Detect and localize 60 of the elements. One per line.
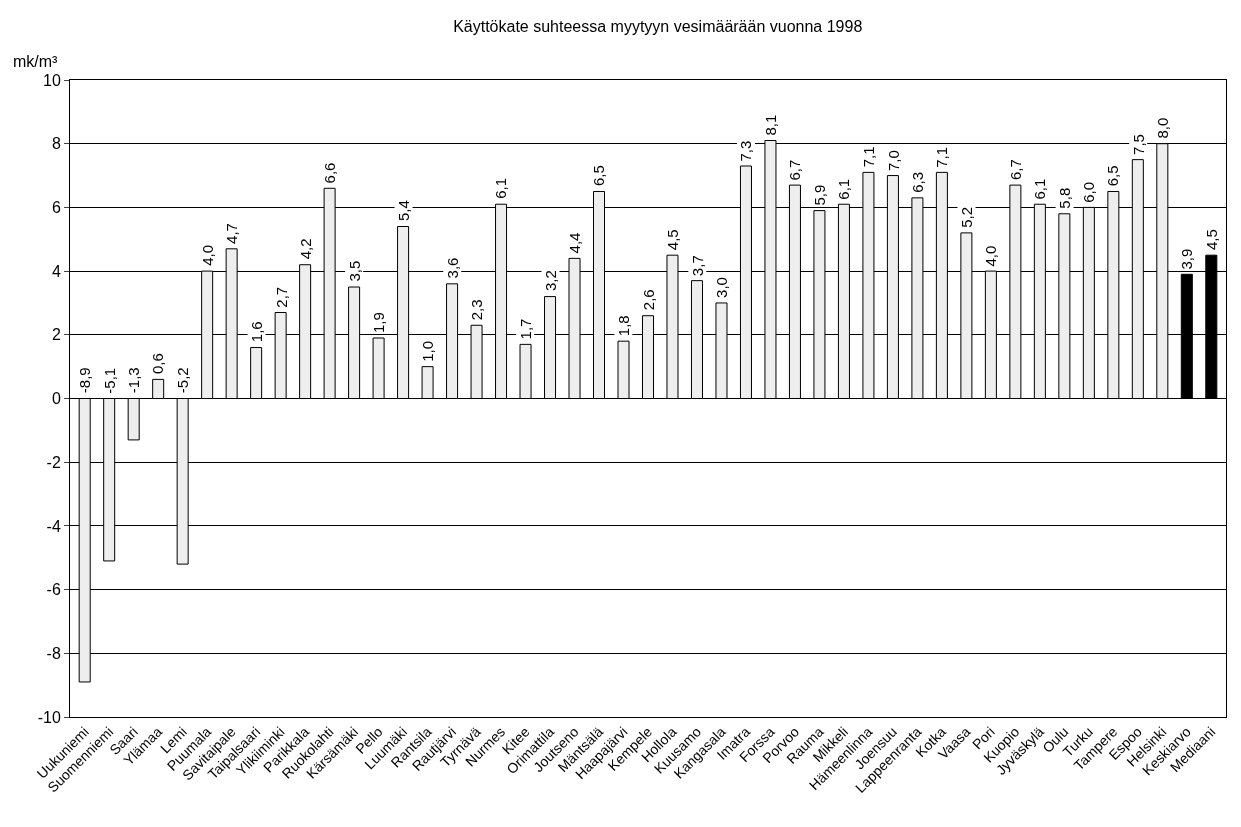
data-label: 4,5 xyxy=(663,229,681,251)
data-label: 7,1 xyxy=(933,146,951,168)
data-label: 2,6 xyxy=(639,289,657,311)
data-label: 5,8 xyxy=(1056,187,1074,209)
data-label: 4,4 xyxy=(565,232,583,254)
y-tick-label: 8 xyxy=(51,135,61,153)
y-tick-label: -4 xyxy=(46,517,61,535)
data-label: 1,0 xyxy=(419,340,437,362)
data-label: 5,9 xyxy=(811,184,829,206)
data-label: 7,1 xyxy=(859,146,877,168)
y-tick-label: 2 xyxy=(51,326,61,344)
data-label: 6,6 xyxy=(320,162,338,184)
data-label: 2,3 xyxy=(467,299,485,321)
data-label: 7,5 xyxy=(1129,134,1147,155)
y-tick-label: 4 xyxy=(51,262,61,280)
data-label: 1,9 xyxy=(370,312,388,334)
data-label: 5,2 xyxy=(958,206,976,228)
data-label: 6,1 xyxy=(1031,178,1049,200)
data-label: 3,0 xyxy=(713,277,731,298)
data-label: -8,9 xyxy=(76,367,94,394)
data-label: 8,0 xyxy=(1154,117,1172,139)
data-label: -1,3 xyxy=(125,367,143,394)
data-label: 6,7 xyxy=(786,159,804,181)
data-label: 5,4 xyxy=(395,200,413,222)
data-label: 4,0 xyxy=(982,245,1000,267)
data-label: 4,5 xyxy=(1202,229,1220,250)
data-label: 7,0 xyxy=(884,150,902,171)
data-label: 4,2 xyxy=(296,238,314,260)
chart-title: Käyttökate suhteessa myytyyn vesimäärään vuonna 1998 xyxy=(453,17,863,35)
data-label: 3,5 xyxy=(345,260,363,282)
data-label: 4,0 xyxy=(198,244,216,266)
data-label: 3,2 xyxy=(541,270,559,292)
y-tick-label: -8 xyxy=(46,644,61,662)
data-label: 6,7 xyxy=(1006,159,1024,180)
y-tick-label: -10 xyxy=(37,708,61,726)
y-tick-label: 6 xyxy=(51,199,61,216)
data-label: 1,8 xyxy=(614,315,632,337)
y-tick-label: 0 xyxy=(51,390,61,408)
data-label: 3,7 xyxy=(688,255,706,277)
data-label: 6,5 xyxy=(590,165,608,186)
data-label: 0,6 xyxy=(149,353,167,375)
y-axis-title: mk/m³ xyxy=(13,53,59,70)
data-label: 6,0 xyxy=(1079,181,1097,203)
data-label: -5,2 xyxy=(174,367,192,394)
data-label: 6,5 xyxy=(1104,165,1122,187)
data-label: 8,1 xyxy=(762,114,780,136)
data-label: 6,1 xyxy=(835,178,853,200)
data-label: 4,7 xyxy=(223,223,241,244)
data-label: 1,6 xyxy=(248,321,266,343)
y-tick-label: -6 xyxy=(46,581,61,599)
y-tick-label: -2 xyxy=(46,453,61,471)
data-label: -5,1 xyxy=(100,367,118,394)
data-label: 3,6 xyxy=(443,257,461,279)
data-label: 6,1 xyxy=(492,177,510,199)
data-label: 2,7 xyxy=(272,286,290,308)
y-tick-label: 10 xyxy=(43,71,61,89)
data-label: 1,7 xyxy=(516,318,534,340)
data-label: 3,9 xyxy=(1178,248,1196,270)
data-label: 6,3 xyxy=(909,171,927,193)
data-label: 7,3 xyxy=(737,140,755,162)
